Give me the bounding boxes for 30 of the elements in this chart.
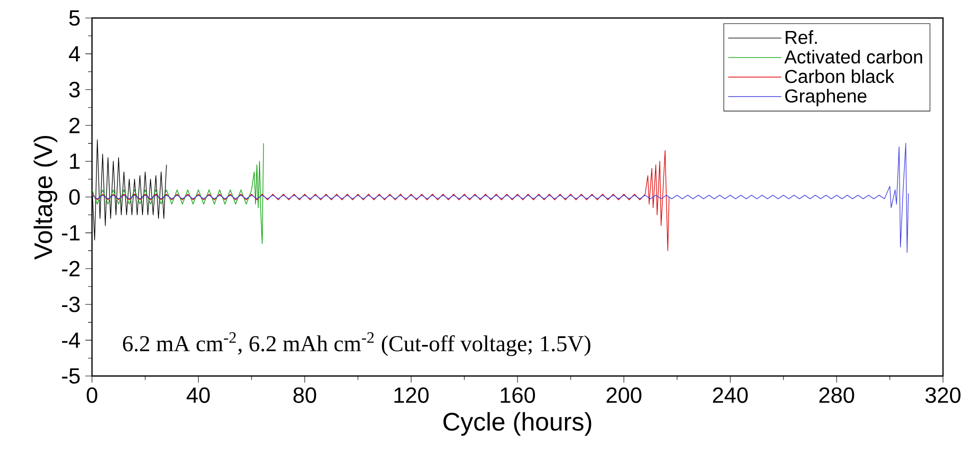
legend-label: Carbon black [785,69,894,84]
y-tick-label: -1 [62,225,80,240]
annotation: 6.2 mA cm$^{-2}$, 6.2 mAh cm$^{-2}$ (Cut-off voltage; 1.5V) [123,332,590,356]
y-tick-label: -2 [62,260,80,276]
x-tick-label: 0 [86,387,98,403]
y-tick-label: 5 [69,10,80,26]
line-series [92,142,909,253]
y-tick-label: 1 [70,154,80,169]
legend-label: Ref. [786,30,817,44]
y-tick-label: 4 [68,46,80,62]
y-axis-title: Voltage (V) [34,136,58,260]
x-axis-title: Cycle (hours) [443,412,592,436]
legend-label: Activated carbon [784,50,922,64]
x-tick-label: 80 [293,387,316,403]
line-series [92,150,670,252]
y-tick-label: -3 [62,296,80,312]
x-tick-label: 320 [925,387,960,403]
y-tick-label: 0 [69,189,80,205]
x-tick-label: 280 [819,387,854,403]
legend-label: Graphene [785,88,866,106]
y-tick-label: -5 [62,368,80,384]
x-tick-label: 120 [394,387,429,403]
y-tick-label: -4 [62,332,80,348]
x-tick-label: 160 [500,387,535,403]
x-tick-label: 240 [713,387,748,403]
y-tick-label: 2 [70,118,80,134]
x-tick-label: 200 [606,387,642,403]
y-tick-label: 3 [69,82,80,98]
line-series [92,142,264,244]
x-tick-label: 40 [186,387,210,403]
